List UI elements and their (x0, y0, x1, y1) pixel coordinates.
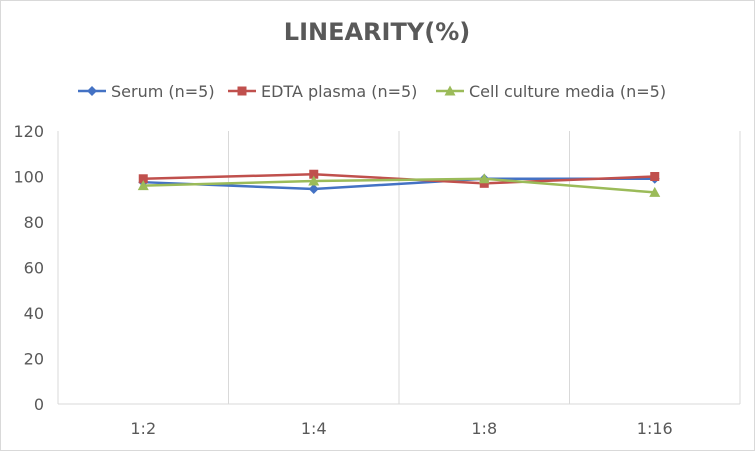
y-tick-label: 0 (34, 395, 44, 414)
y-axis: 0 20 40 60 80 100 120 (13, 122, 44, 414)
legend-label: Serum (n=5) (111, 82, 215, 101)
series-2 (137, 173, 661, 197)
y-tick-label: 40 (24, 304, 44, 323)
marker-triangle (478, 173, 490, 184)
marker-triangle (308, 175, 320, 186)
series-line (143, 177, 655, 194)
marker-triangle (649, 186, 661, 197)
y-tick-label: 100 (13, 168, 44, 187)
y-tick-label: 20 (24, 350, 44, 369)
marker-square (479, 178, 489, 188)
grid (57, 131, 741, 405)
legend-item: EDTA plasma (n=5) (228, 82, 417, 101)
marker-square (650, 172, 660, 181)
x-tick-label: 1:16 (637, 419, 673, 438)
marker-diamond (87, 86, 97, 96)
x-axis: 1:2 1:4 1:8 1:16 (130, 419, 672, 438)
y-tick-label: 120 (13, 122, 44, 141)
series-group (137, 169, 661, 197)
x-tick-label: 1:8 (471, 419, 497, 438)
legend-label: EDTA plasma (n=5) (261, 82, 417, 101)
marker-diamond (308, 184, 319, 195)
y-tick-label: 60 (24, 259, 44, 278)
legend: Serum (n=5) EDTA plasma (n=5) Cell culture… (78, 82, 666, 101)
marker-square (309, 169, 319, 179)
marker-square (138, 174, 148, 184)
legend-item: Serum (n=5) (78, 82, 215, 101)
marker-square (237, 86, 247, 96)
x-tick-label: 1:2 (130, 419, 156, 438)
marker-triangle (137, 180, 149, 191)
x-tick-label: 1:4 (301, 419, 327, 438)
marker-triangle (444, 85, 456, 96)
chart-title: LINEARITY(%) (284, 18, 470, 46)
legend-item: Cell culture media (n=5) (436, 82, 666, 101)
legend-label: Cell culture media (n=5) (469, 82, 666, 101)
y-tick-label: 80 (24, 213, 44, 232)
